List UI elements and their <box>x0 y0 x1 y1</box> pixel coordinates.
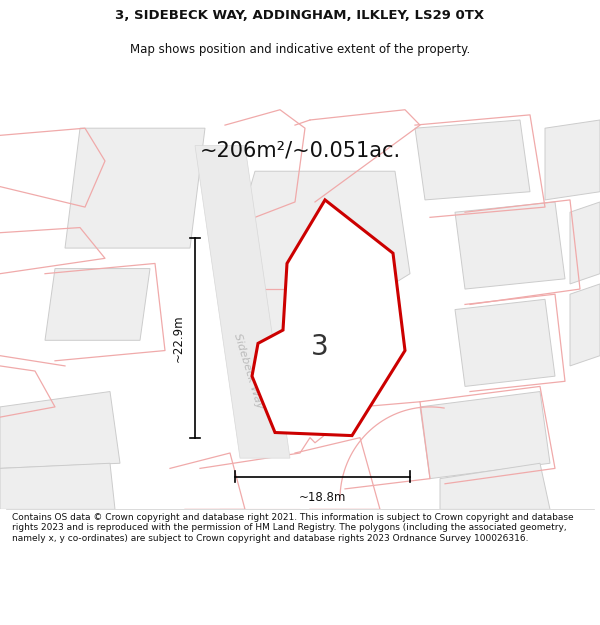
Polygon shape <box>570 202 600 284</box>
Polygon shape <box>0 463 115 509</box>
Text: 3, SIDEBECK WAY, ADDINGHAM, ILKLEY, LS29 0TX: 3, SIDEBECK WAY, ADDINGHAM, ILKLEY, LS29… <box>115 9 485 22</box>
Polygon shape <box>65 128 205 248</box>
Text: ~22.9m: ~22.9m <box>172 314 185 361</box>
Polygon shape <box>252 200 405 436</box>
Text: Map shows position and indicative extent of the property.: Map shows position and indicative extent… <box>130 43 470 56</box>
Polygon shape <box>455 299 555 386</box>
Polygon shape <box>455 202 565 289</box>
Text: 3: 3 <box>311 333 328 361</box>
Polygon shape <box>420 391 550 479</box>
Text: Sidebeck Way: Sidebeck Way <box>232 332 264 410</box>
Text: ~206m²/~0.051ac.: ~206m²/~0.051ac. <box>199 141 401 161</box>
Polygon shape <box>570 284 600 366</box>
Text: ~18.8m: ~18.8m <box>299 491 346 504</box>
Text: Contains OS data © Crown copyright and database right 2021. This information is : Contains OS data © Crown copyright and d… <box>12 513 574 542</box>
Polygon shape <box>45 269 150 340</box>
Polygon shape <box>415 120 530 200</box>
Polygon shape <box>195 146 290 458</box>
Polygon shape <box>240 171 410 340</box>
Polygon shape <box>0 391 120 468</box>
Polygon shape <box>545 120 600 200</box>
Polygon shape <box>440 463 550 509</box>
Wedge shape <box>180 509 300 591</box>
